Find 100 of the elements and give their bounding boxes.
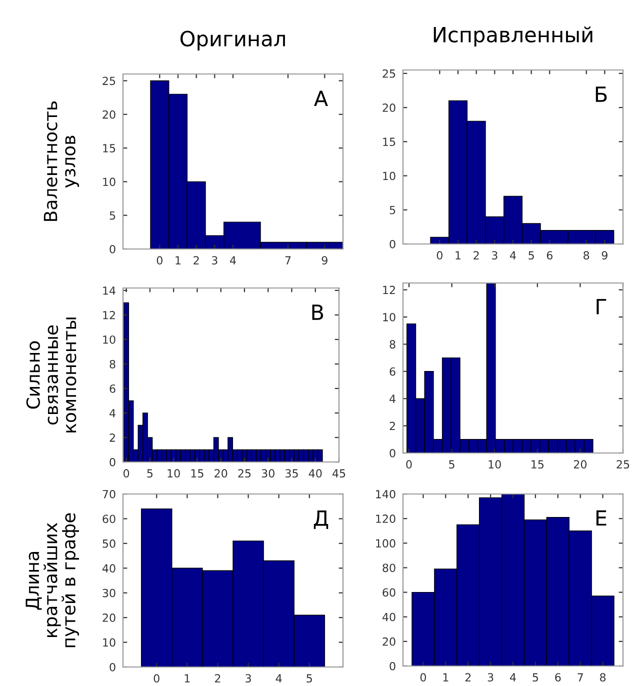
x-tick-label: 8 xyxy=(600,673,606,682)
y-axis-title: Валентность узлов xyxy=(44,101,79,221)
y-tick-label: 20 xyxy=(102,614,116,622)
x-tick-label: 3 xyxy=(212,256,218,265)
x-tick-label: 4 xyxy=(276,674,282,682)
y-tick-label: 10 xyxy=(103,638,116,647)
annotation: В xyxy=(312,304,324,320)
y-tick-label: 40 xyxy=(382,612,396,622)
x-tick-label: 2 xyxy=(194,256,199,264)
y-tick-label: 8 xyxy=(390,340,396,349)
x-tick-label: 10 xyxy=(488,460,501,469)
y-tick-label: 10 xyxy=(103,178,116,186)
x-tick-label: 0 xyxy=(156,256,162,265)
y-tick-label: 5 xyxy=(110,211,116,220)
y-axis-title: Длина кратчайших путей в графе xyxy=(26,513,79,648)
x-tick-label: 5 xyxy=(532,673,538,682)
x-tick-label: 0 xyxy=(436,251,442,260)
annotation: Б xyxy=(596,86,607,102)
x-tick-label: 4 xyxy=(510,673,516,682)
y-tick-label: 10 xyxy=(103,335,116,344)
y-tick-label: 0 xyxy=(110,244,116,254)
y-tick-label: 70 xyxy=(102,490,116,498)
x-tick-label: 1 xyxy=(456,251,461,260)
y-tick-label: 20 xyxy=(102,110,116,119)
x-tick-label: 30 xyxy=(262,469,274,478)
y-axis-title: Сильно связанные компоненты xyxy=(26,318,76,432)
y-tick-label: 80 xyxy=(382,564,396,572)
x-tick-label: 0 xyxy=(154,674,160,683)
y-tick-label: 0 xyxy=(390,448,396,458)
x-tick-label: 2 xyxy=(465,673,471,682)
y-tick-label: 12 xyxy=(103,310,115,320)
annotation: Г xyxy=(596,299,606,314)
y-tick-label: 0 xyxy=(390,240,396,248)
annotation: А xyxy=(314,90,328,106)
x-tick-label: 3 xyxy=(488,673,494,682)
y-tick-label: 2 xyxy=(110,433,115,442)
y-tick-label: 10 xyxy=(383,172,396,180)
y-tick-label: 0 xyxy=(390,662,396,670)
y-tick-label: 15 xyxy=(383,138,396,146)
y-tick-label: 140 xyxy=(376,490,396,498)
x-tick-label: 1 xyxy=(176,256,181,264)
x-tick-label: 40 xyxy=(308,469,322,478)
y-tick-label: 20 xyxy=(382,637,396,646)
x-tick-label: 6 xyxy=(555,673,561,682)
x-tick-label: 5 xyxy=(147,469,153,478)
x-tick-label: 1 xyxy=(443,673,448,682)
y-tick-label: 12 xyxy=(383,286,395,294)
x-tick-label: 6 xyxy=(546,251,552,260)
x-tick-label: 15 xyxy=(191,469,204,478)
x-tick-label: 25 xyxy=(238,469,251,478)
y-tick-label: 60 xyxy=(382,588,396,597)
x-tick-label: 45 xyxy=(332,469,346,478)
x-tick-label: 9 xyxy=(322,256,328,265)
y-tick-label: 100 xyxy=(376,539,396,548)
y-tick-label: 120 xyxy=(376,514,396,523)
y-tick-label: 0 xyxy=(110,662,116,672)
x-tick-label: 0 xyxy=(124,469,130,478)
y-tick-label: 2 xyxy=(390,422,395,430)
y-tick-label: 8 xyxy=(110,360,116,368)
y-tick-label: 4 xyxy=(110,409,116,418)
x-tick-label: 9 xyxy=(602,251,608,260)
x-tick-label: 2 xyxy=(215,674,220,682)
y-tick-label: 50 xyxy=(102,539,116,548)
x-tick-label: 1 xyxy=(184,674,190,682)
y-tick-label: 6 xyxy=(390,367,396,376)
y-tick-label: 30 xyxy=(102,588,116,598)
x-tick-label: 7 xyxy=(285,256,291,264)
y-tick-label: 20 xyxy=(382,104,396,112)
x-tick-label: 3 xyxy=(246,674,251,683)
x-tick-label: 25 xyxy=(616,460,630,469)
y-tick-label: 10 xyxy=(383,312,396,322)
x-tick-label: 3 xyxy=(492,251,498,260)
x-tick-label: 7 xyxy=(578,673,583,682)
y-tick-label: 6 xyxy=(110,384,116,393)
y-tick-label: 60 xyxy=(102,514,116,524)
x-tick-label: 8 xyxy=(584,251,590,260)
x-tick-label: 2 xyxy=(474,251,479,260)
x-tick-label: 5 xyxy=(449,460,454,469)
y-tick-label: 14 xyxy=(103,286,116,295)
y-tick-label: 5 xyxy=(390,206,396,214)
x-tick-label: 5 xyxy=(528,251,534,260)
x-tick-label: 10 xyxy=(168,469,180,478)
y-tick-label: 25 xyxy=(102,76,116,86)
x-tick-label: 4 xyxy=(230,256,236,264)
annotation: Д xyxy=(314,510,328,529)
x-tick-label: 35 xyxy=(286,469,298,478)
chart-title: Оригинал xyxy=(180,30,285,51)
x-tick-label: 15 xyxy=(532,460,544,469)
x-tick-label: 0 xyxy=(406,460,412,469)
annotation: Е xyxy=(596,510,606,526)
chart-title: Исправленный xyxy=(434,26,592,47)
y-tick-label: 25 xyxy=(382,69,396,78)
y-tick-label: 40 xyxy=(102,564,116,573)
x-tick-label: 5 xyxy=(306,674,312,683)
x-tick-label: 20 xyxy=(574,460,587,469)
x-tick-label: 0 xyxy=(420,673,426,682)
y-tick-label: 4 xyxy=(390,394,396,403)
y-tick-label: 15 xyxy=(103,144,116,152)
x-tick-label: 4 xyxy=(510,251,516,260)
x-tick-label: 20 xyxy=(214,469,228,478)
